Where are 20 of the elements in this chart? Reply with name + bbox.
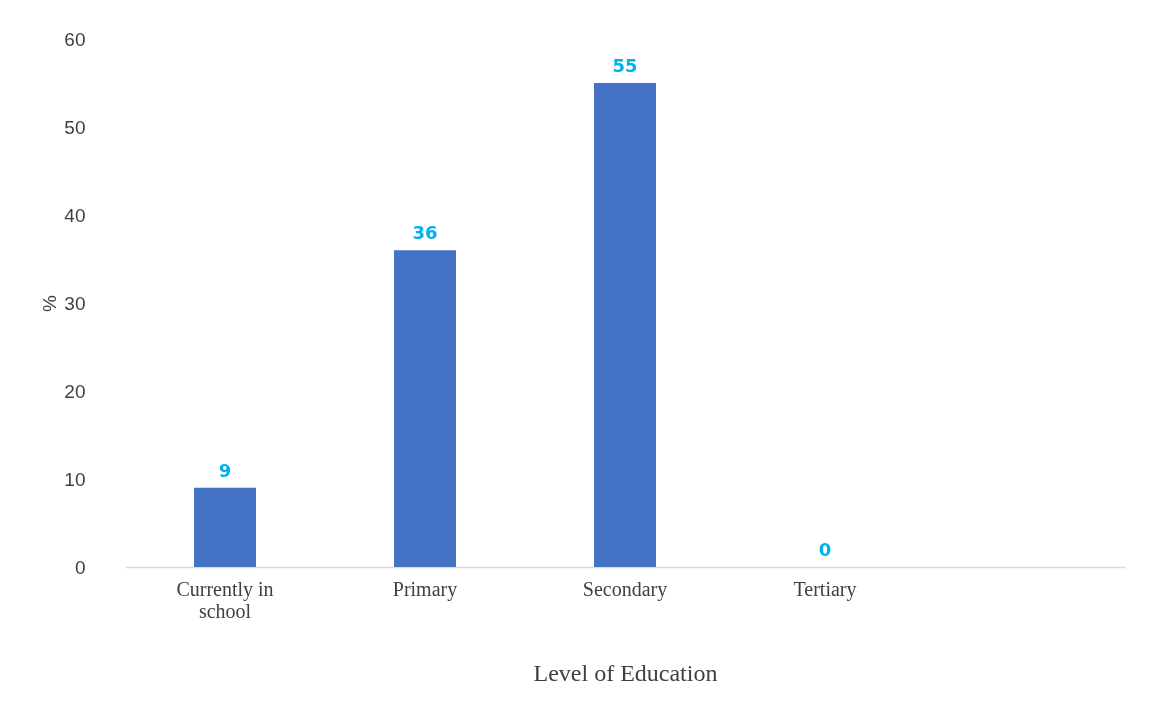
x-axis-title: Level of Education <box>533 659 718 686</box>
y-tick-label: 40 <box>64 204 86 226</box>
y-tick-label: 10 <box>64 468 86 490</box>
y-tick-label: 30 <box>64 292 86 314</box>
x-tick-label: Tertiary <box>793 577 857 601</box>
x-tick-label: Primary <box>392 577 458 601</box>
data-label: 0 <box>818 539 832 560</box>
y-tick-label: 20 <box>64 380 86 402</box>
data-label: 55 <box>612 55 638 76</box>
y-tick-label: 0 <box>74 556 86 578</box>
bar <box>394 250 456 567</box>
bar <box>194 487 256 567</box>
data-label: 9 <box>218 459 232 481</box>
y-tick-label: 50 <box>64 116 86 138</box>
x-tick-label: Secondary <box>582 577 668 601</box>
x-tick-label: Currently in school <box>176 577 274 622</box>
y-tick-label: 60 <box>64 28 86 50</box>
data-label: 36 <box>412 222 438 244</box>
y-axis-title: % <box>39 294 61 312</box>
bar <box>594 83 656 567</box>
